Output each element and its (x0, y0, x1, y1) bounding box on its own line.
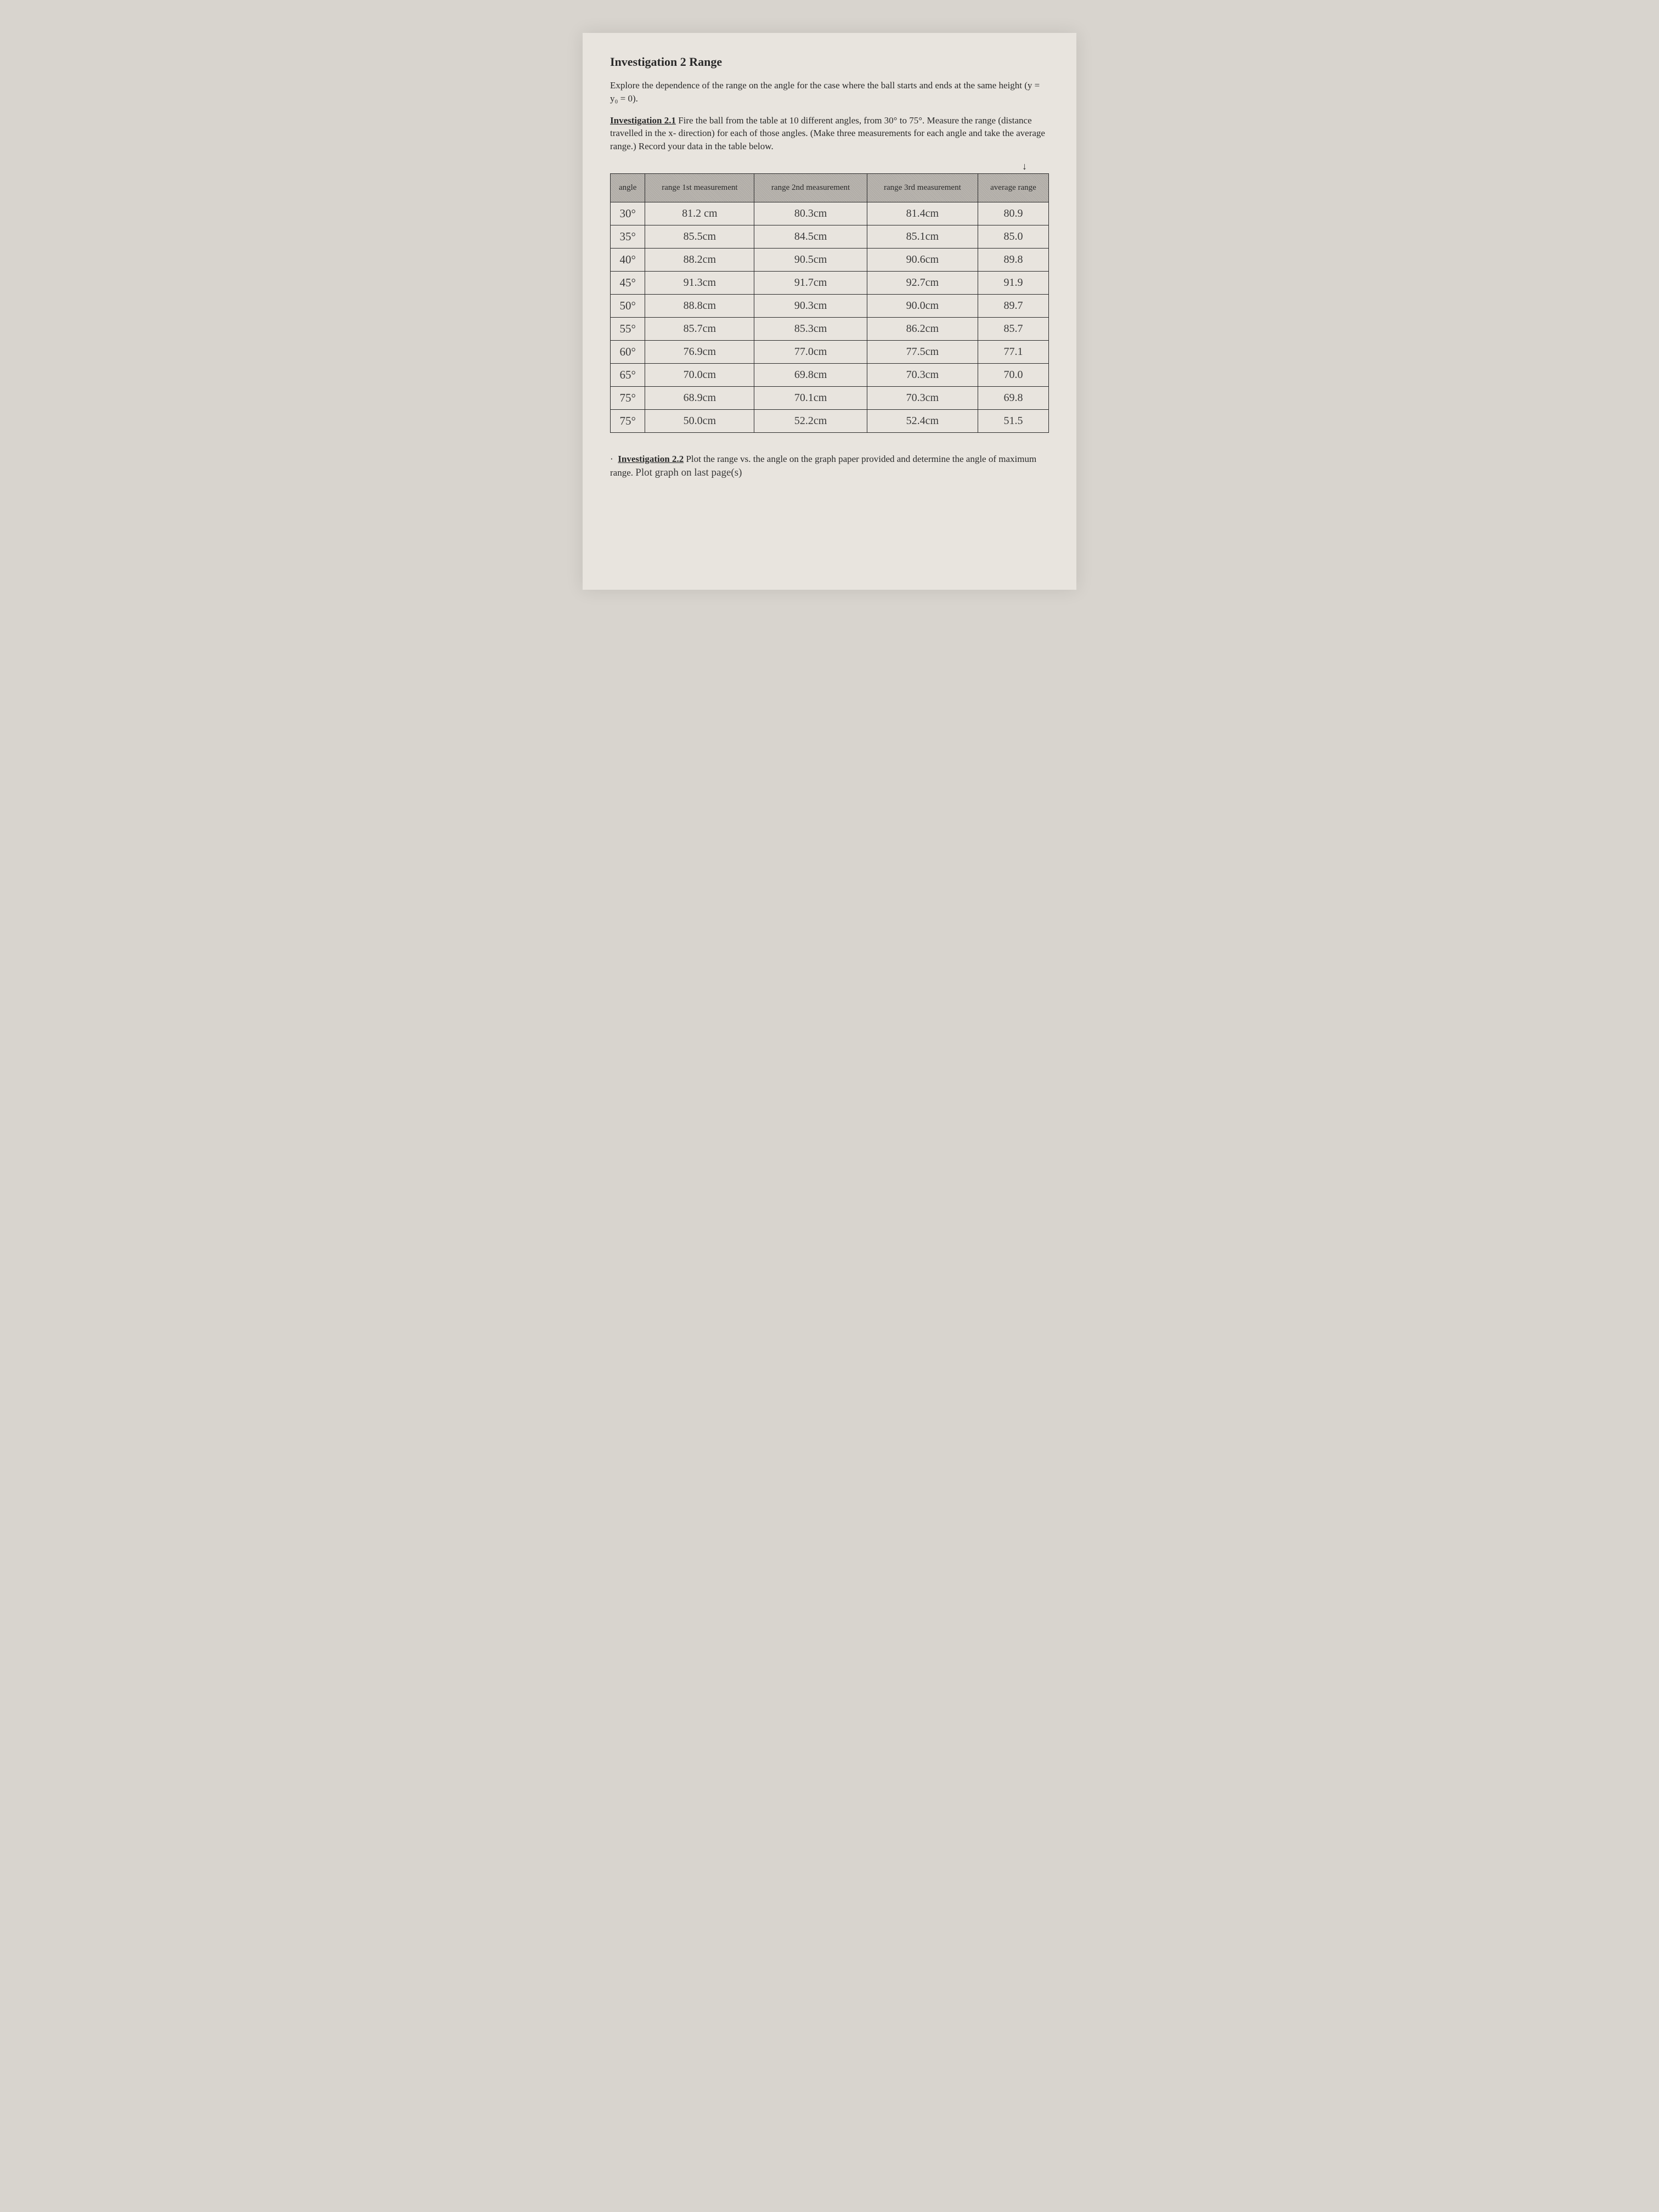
table-cell: 89.8 (978, 248, 1048, 271)
table-cell: 90.3cm (754, 294, 867, 317)
table-cell: 30° (611, 202, 645, 225)
col-header-average: average range (978, 173, 1048, 202)
investigation-21-text: Investigation 2.1 Fire the ball from the… (610, 114, 1049, 153)
table-cell: 60° (611, 340, 645, 363)
bullet-icon: · (610, 453, 616, 466)
table-row: 45°91.3cm91.7cm92.7cm91.9 (611, 271, 1049, 294)
table-cell: 84.5cm (754, 225, 867, 248)
table-row: 75°68.9cm70.1cm70.3cm69.8 (611, 386, 1049, 409)
table-cell: 50.0cm (645, 409, 754, 432)
table-row: 35°85.5cm84.5cm85.1cm85.0 (611, 225, 1049, 248)
table-cell: 88.2cm (645, 248, 754, 271)
table-cell: 76.9cm (645, 340, 754, 363)
table-row: 40°88.2cm90.5cm90.6cm89.8 (611, 248, 1049, 271)
table-cell: 85.1cm (867, 225, 978, 248)
table-cell: 70.0cm (645, 363, 754, 386)
table-cell: 81.2 cm (645, 202, 754, 225)
data-table: angle range 1st measurement range 2nd me… (610, 173, 1049, 433)
table-cell: 69.8 (978, 386, 1048, 409)
table-cell: 51.5 (978, 409, 1048, 432)
table-row: 75°50.0cm52.2cm52.4cm51.5 (611, 409, 1049, 432)
table-cell: 70.3cm (867, 363, 978, 386)
table-cell: 70.3cm (867, 386, 978, 409)
table-row: 30°81.2 cm80.3cm81.4cm80.9 (611, 202, 1049, 225)
table-row: 65°70.0cm69.8cm70.3cm70.0 (611, 363, 1049, 386)
col-header-range2: range 2nd measurement (754, 173, 867, 202)
table-cell: 85.0 (978, 225, 1048, 248)
table-cell: 88.8cm (645, 294, 754, 317)
table-cell: 89.7 (978, 294, 1048, 317)
table-cell: 77.0cm (754, 340, 867, 363)
table-cell: 70.1cm (754, 386, 867, 409)
table-cell: 91.3cm (645, 271, 754, 294)
down-arrow-icon: ↓ (610, 161, 1049, 172)
col-header-angle: angle (611, 173, 645, 202)
table-cell: 35° (611, 225, 645, 248)
investigation-22-lead: Investigation 2.2 (618, 454, 684, 464)
table-cell: 85.7cm (645, 317, 754, 340)
col-header-range1: range 1st measurement (645, 173, 754, 202)
table-cell: 75° (611, 409, 645, 432)
table-cell: 45° (611, 271, 645, 294)
table-cell: 69.8cm (754, 363, 867, 386)
table-cell: 77.5cm (867, 340, 978, 363)
investigation-21-lead: Investigation 2.1 (610, 115, 676, 126)
table-cell: 85.3cm (754, 317, 867, 340)
table-cell: 81.4cm (867, 202, 978, 225)
table-cell: 80.9 (978, 202, 1048, 225)
table-cell: 91.9 (978, 271, 1048, 294)
table-cell: 52.2cm (754, 409, 867, 432)
table-row: 60°76.9cm77.0cm77.5cm77.1 (611, 340, 1049, 363)
table-cell: 91.7cm (754, 271, 867, 294)
page-title: Investigation 2 Range (610, 55, 1049, 69)
worksheet-page: Investigation 2 Range Explore the depend… (583, 33, 1076, 590)
table-row: 55°85.7cm85.3cm86.2cm85.7 (611, 317, 1049, 340)
investigation-22-text: · Investigation 2.2 Plot the range vs. t… (610, 453, 1049, 480)
table-row: 50°88.8cm90.3cm90.0cm89.7 (611, 294, 1049, 317)
investigation-22-handwritten: Plot graph on last page(s) (635, 467, 742, 478)
table-cell: 65° (611, 363, 645, 386)
table-cell: 80.3cm (754, 202, 867, 225)
table-cell: 55° (611, 317, 645, 340)
col-header-range3: range 3rd measurement (867, 173, 978, 202)
table-cell: 77.1 (978, 340, 1048, 363)
table-body: 30°81.2 cm80.3cm81.4cm80.935°85.5cm84.5c… (611, 202, 1049, 432)
table-cell: 90.6cm (867, 248, 978, 271)
table-cell: 90.5cm (754, 248, 867, 271)
table-header-row: angle range 1st measurement range 2nd me… (611, 173, 1049, 202)
table-cell: 85.5cm (645, 225, 754, 248)
table-cell: 90.0cm (867, 294, 978, 317)
table-cell: 85.7 (978, 317, 1048, 340)
table-cell: 50° (611, 294, 645, 317)
table-cell: 70.0 (978, 363, 1048, 386)
table-cell: 86.2cm (867, 317, 978, 340)
table-cell: 52.4cm (867, 409, 978, 432)
intro-paragraph: Explore the dependence of the range on t… (610, 79, 1049, 105)
table-cell: 40° (611, 248, 645, 271)
table-cell: 68.9cm (645, 386, 754, 409)
table-cell: 75° (611, 386, 645, 409)
table-cell: 92.7cm (867, 271, 978, 294)
